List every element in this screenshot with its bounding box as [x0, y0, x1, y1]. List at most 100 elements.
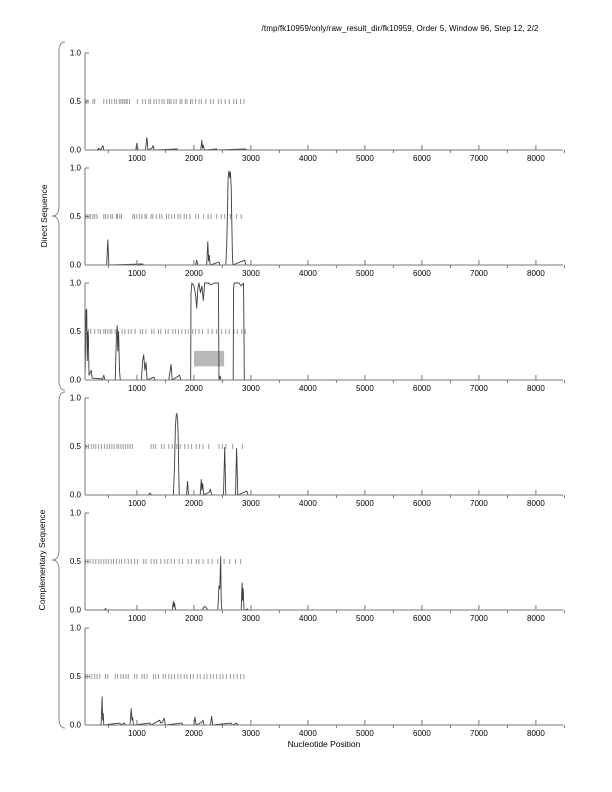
half-level-tick-row [85, 559, 242, 564]
svg-text:1.0: 1.0 [70, 624, 82, 633]
svg-text:8000: 8000 [527, 154, 545, 163]
probability-curve [85, 413, 249, 496]
svg-text:7000: 7000 [470, 614, 488, 623]
svg-text:7000: 7000 [470, 729, 488, 738]
svg-text:4000: 4000 [299, 499, 317, 508]
direct-sequence-label: Direct Sequence [39, 184, 49, 248]
svg-text:0.0: 0.0 [70, 721, 82, 730]
svg-text:3000: 3000 [242, 384, 260, 393]
panel-direct-frame-3: 1000 2000 3000 4000 5000 6000 7000 8000 0.0 0.5 1.… [70, 279, 565, 394]
half-level-tick-row [85, 99, 245, 104]
svg-text:1.0: 1.0 [70, 49, 82, 58]
svg-text:6000: 6000 [413, 614, 431, 623]
svg-text:4000: 4000 [299, 384, 317, 393]
svg-text:4000: 4000 [299, 729, 317, 738]
svg-text:1000: 1000 [128, 269, 146, 278]
half-level-tick-row [85, 329, 246, 334]
group-braces [51, 41, 66, 729]
svg-text:0.5: 0.5 [70, 557, 82, 566]
tick-labels: 1000 2000 3000 4000 5000 6000 7000 8000 0.0 0.5 1.… [70, 394, 545, 509]
tick-labels: 1000 2000 3000 4000 5000 6000 7000 8000 0.0 0.5 1.… [70, 279, 545, 394]
gene-annotation-rect [193, 350, 225, 367]
svg-text:6000: 6000 [413, 269, 431, 278]
svg-text:2000: 2000 [185, 614, 203, 623]
svg-text:7000: 7000 [470, 384, 488, 393]
probability-curve [85, 696, 248, 726]
svg-text:5000: 5000 [356, 614, 374, 623]
svg-text:5000: 5000 [356, 154, 374, 163]
svg-text:1000: 1000 [128, 154, 146, 163]
half-level-tick-row [85, 674, 245, 679]
svg-text:0.0: 0.0 [70, 376, 82, 385]
tick-labels: 1000 2000 3000 4000 5000 6000 7000 8000 0.0 0.5 1.… [70, 49, 545, 164]
svg-text:5000: 5000 [356, 499, 374, 508]
half-level-tick-row [85, 214, 242, 219]
svg-text:2000: 2000 [185, 269, 203, 278]
svg-text:3000: 3000 [242, 614, 260, 623]
svg-text:0.0: 0.0 [70, 491, 82, 500]
svg-text:2000: 2000 [185, 154, 203, 163]
svg-text:1.0: 1.0 [70, 279, 82, 288]
svg-text:3000: 3000 [242, 729, 260, 738]
svg-text:3000: 3000 [242, 269, 260, 278]
svg-text:3000: 3000 [242, 154, 260, 163]
svg-text:6000: 6000 [413, 729, 431, 738]
x-axis-title: Nucleotide Position [287, 739, 361, 749]
axes [84, 52, 565, 153]
svg-text:8000: 8000 [527, 499, 545, 508]
svg-text:4000: 4000 [299, 269, 317, 278]
svg-text:0.5: 0.5 [70, 672, 82, 681]
direct-sequence-brace [51, 41, 66, 391]
svg-text:4000: 4000 [299, 614, 317, 623]
tick-labels: 1000 2000 3000 4000 5000 6000 7000 8000 0.0 0.5 1.… [70, 624, 545, 739]
svg-text:6000: 6000 [413, 154, 431, 163]
svg-text:0.5: 0.5 [70, 442, 82, 451]
svg-text:0.0: 0.0 [70, 606, 82, 615]
svg-text:6000: 6000 [413, 499, 431, 508]
svg-text:2000: 2000 [185, 384, 203, 393]
tick-labels: 1000 2000 3000 4000 5000 6000 7000 8000 0.0 0.5 1.… [70, 509, 545, 624]
panel-direct-frame-1: 1000 2000 3000 4000 5000 6000 7000 8000 0.0 0.5 1.… [70, 49, 565, 164]
svg-text:8000: 8000 [527, 729, 545, 738]
probability-curve [85, 556, 249, 611]
svg-text:6000: 6000 [413, 384, 431, 393]
svg-text:1000: 1000 [128, 614, 146, 623]
panel-direct-frame-2: 1000 2000 3000 4000 5000 6000 7000 8000 0.0 0.5 1.… [70, 164, 565, 279]
complementary-sequence-label: Complementary Sequence [37, 509, 47, 611]
axes [84, 627, 565, 728]
svg-text:1000: 1000 [128, 384, 146, 393]
svg-text:5000: 5000 [356, 384, 374, 393]
svg-text:1.0: 1.0 [70, 394, 82, 403]
svg-text:1000: 1000 [128, 499, 146, 508]
svg-text:7000: 7000 [470, 269, 488, 278]
svg-text:5000: 5000 [356, 729, 374, 738]
panel-complementary-frame-3: 1000 2000 3000 4000 5000 6000 7000 8000 0.0 0.5 1.… [70, 624, 565, 739]
panel-complementary-frame-2: 1000 2000 3000 4000 5000 6000 7000 8000 0.0 0.5 1.… [70, 509, 565, 624]
svg-text:1000: 1000 [128, 729, 146, 738]
axes [84, 397, 565, 498]
svg-text:0.0: 0.0 [70, 261, 82, 270]
tick-labels: 1000 2000 3000 4000 5000 6000 7000 8000 0.0 0.5 1.… [70, 164, 545, 279]
svg-text:8000: 8000 [527, 614, 545, 623]
svg-text:1.0: 1.0 [70, 164, 82, 173]
svg-text:0.5: 0.5 [70, 212, 82, 221]
svg-text:5000: 5000 [356, 269, 374, 278]
complementary-sequence-brace [51, 391, 66, 729]
svg-text:1.0: 1.0 [70, 509, 82, 518]
axes [84, 167, 565, 268]
svg-text:0.0: 0.0 [70, 146, 82, 155]
svg-text:3000: 3000 [242, 499, 260, 508]
svg-text:0.5: 0.5 [70, 97, 82, 106]
svg-text:2000: 2000 [185, 729, 203, 738]
svg-text:8000: 8000 [527, 269, 545, 278]
axes [84, 512, 565, 613]
svg-text:2000: 2000 [185, 499, 203, 508]
svg-text:0.5: 0.5 [70, 327, 82, 336]
axes [84, 282, 565, 383]
panel-complementary-frame-1: 1000 2000 3000 4000 5000 6000 7000 8000 0.0 0.5 1.… [70, 394, 565, 509]
svg-text:7000: 7000 [470, 154, 488, 163]
svg-text:4000: 4000 [299, 154, 317, 163]
probability-curve [85, 136, 249, 151]
svg-text:7000: 7000 [470, 499, 488, 508]
